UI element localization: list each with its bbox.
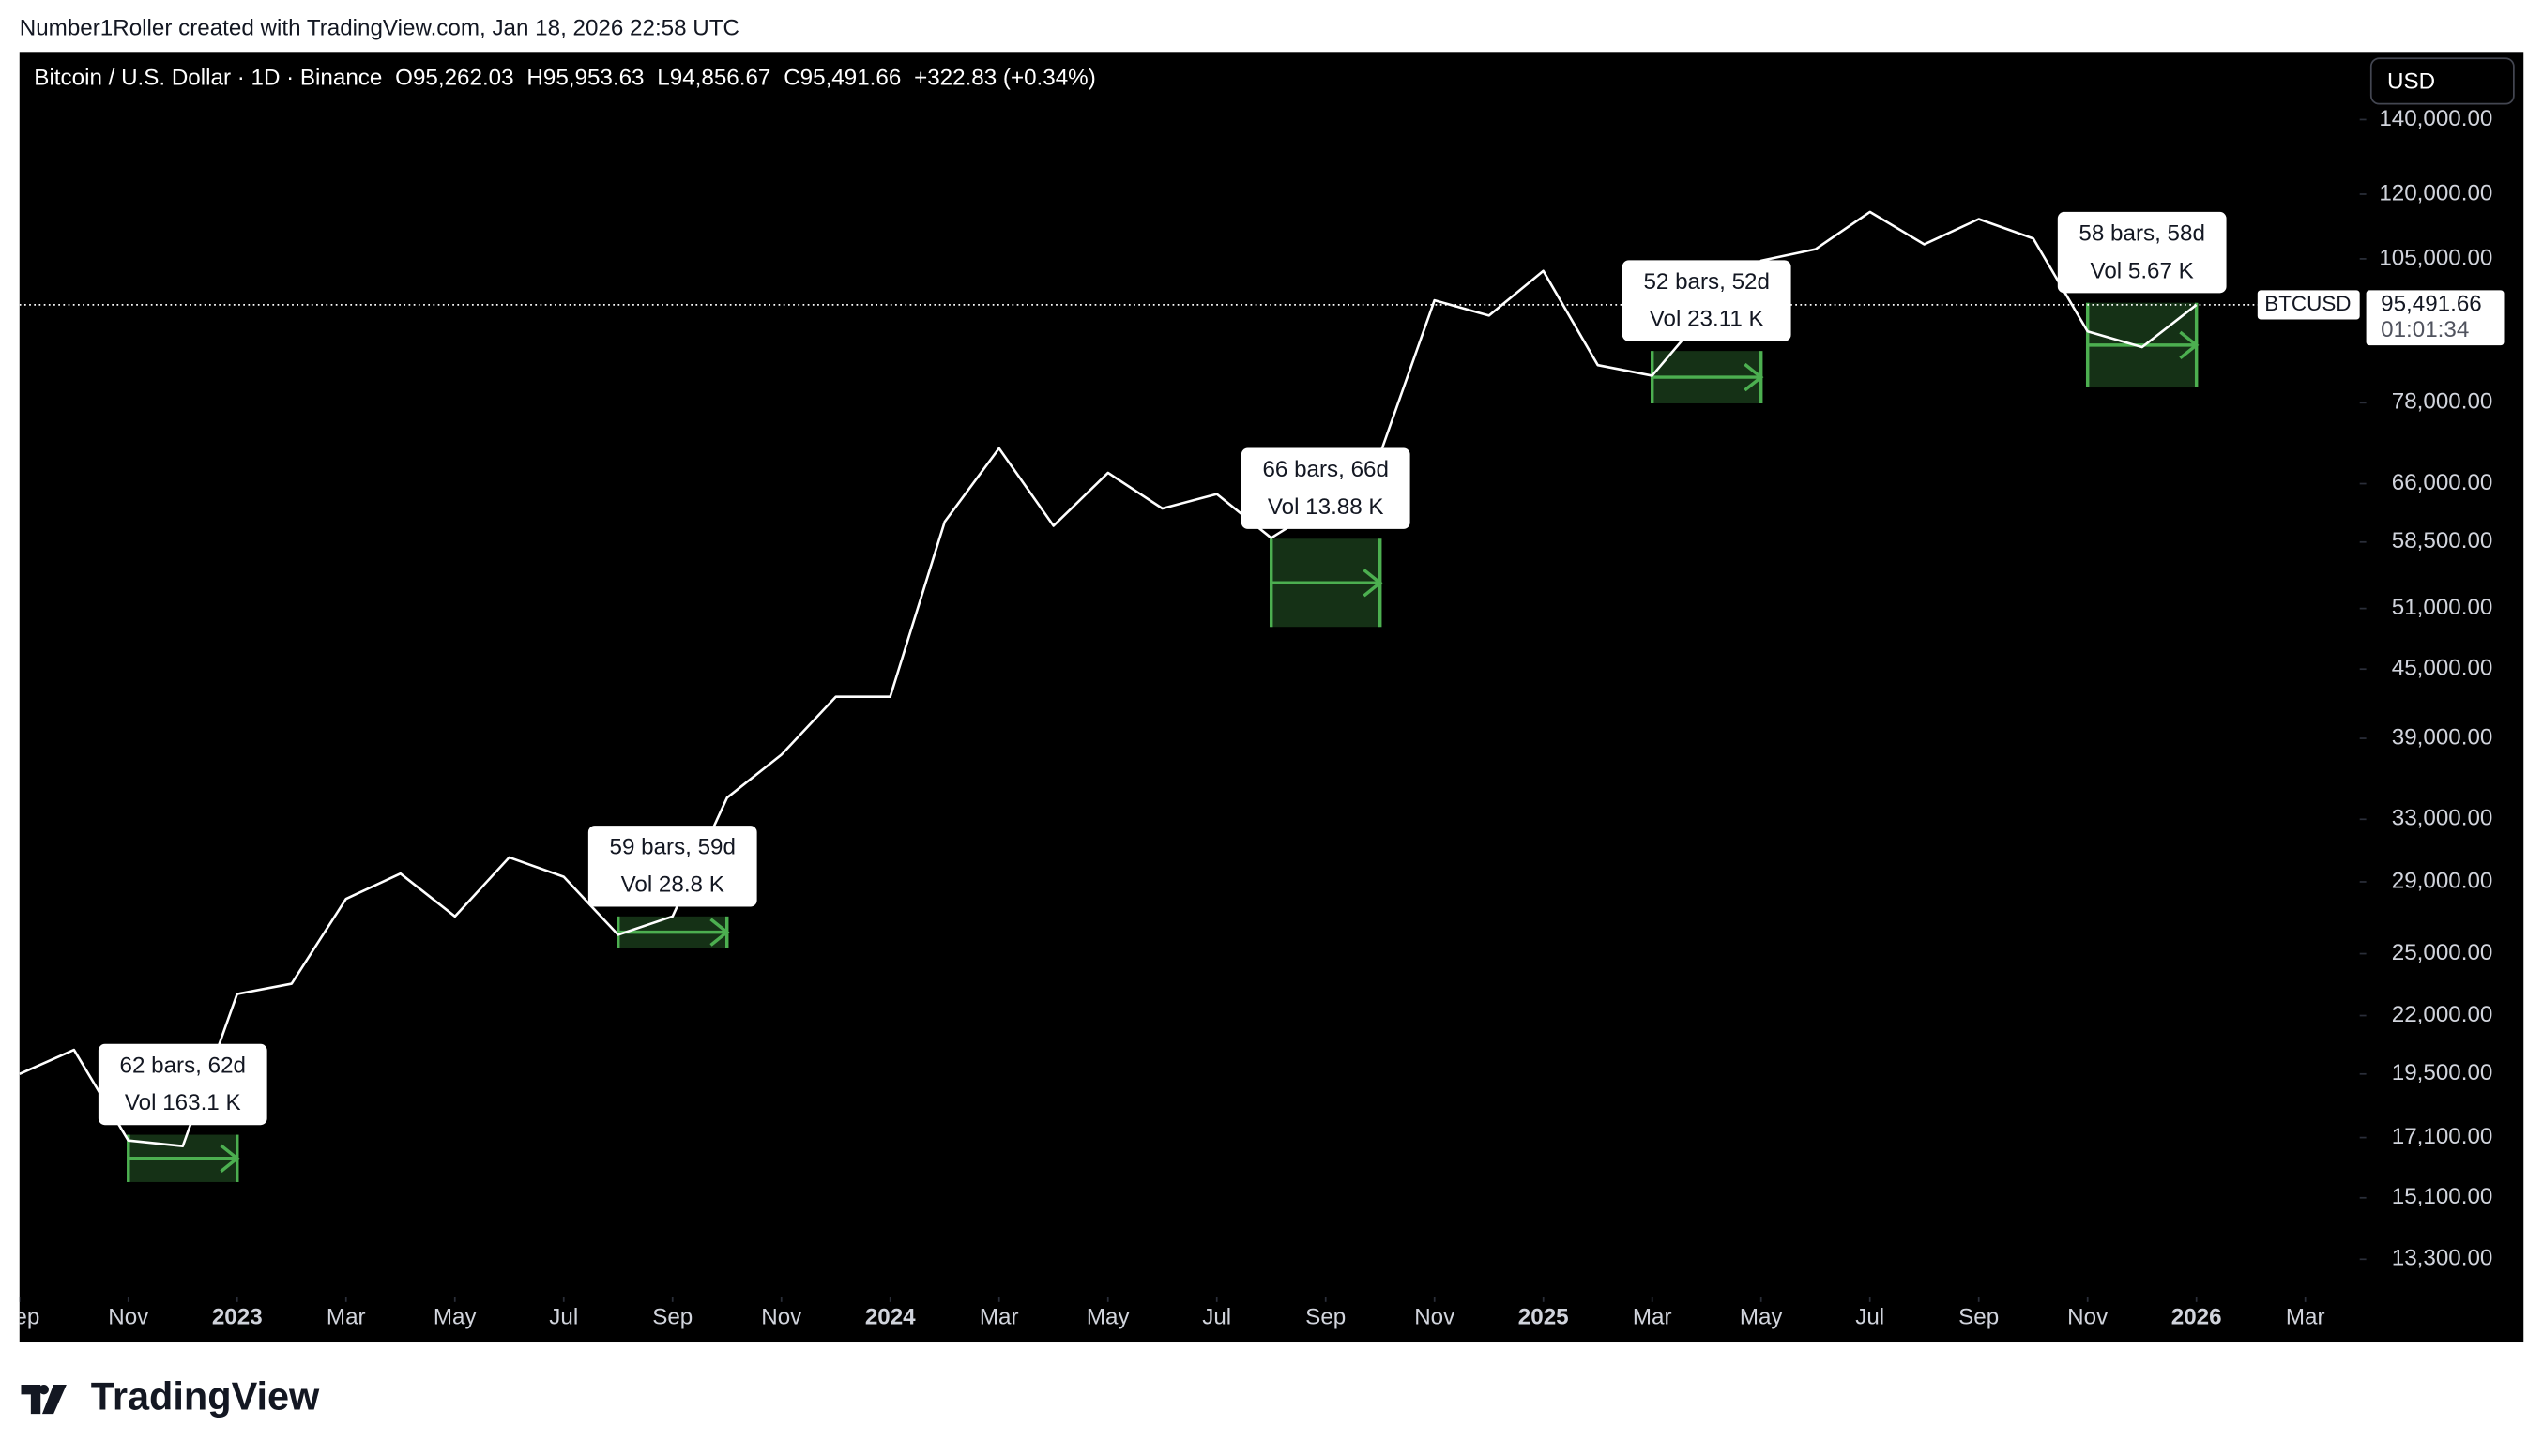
- y-tick-label: 25,000.00: [2392, 940, 2493, 965]
- x-tick-label: Jul: [549, 1304, 578, 1329]
- range-arrow: [1271, 569, 1383, 598]
- x-tick-label: Sep: [0, 1304, 39, 1329]
- x-tick-label: Sep: [1305, 1304, 1346, 1329]
- x-tick-label: 2024: [865, 1304, 916, 1329]
- symbol-tag: BTCUSD: [2264, 292, 2351, 315]
- y-tick-label: 45,000.00: [2392, 656, 2493, 681]
- price-tag: 95,491.66: [2381, 291, 2482, 316]
- range-label: 62 bars, 62d: [120, 1053, 246, 1078]
- ohlc-low: L94,856.67: [657, 66, 770, 91]
- price-tag-box: [2366, 290, 2505, 346]
- y-tick-label: 78,000.00: [2392, 389, 2493, 415]
- x-axis: Sep Nov 2023 Mar May Jul Sep Nov 2024 Mar May Jul Se…: [0, 1297, 2325, 1329]
- logo-icon: [21, 1384, 67, 1415]
- y-tick-label: 58,500.00: [2392, 528, 2493, 554]
- x-tick-label: Mar: [1633, 1304, 1672, 1329]
- x-tick-label: Nov: [1414, 1304, 1455, 1329]
- x-tick-label: Jul: [1855, 1304, 1884, 1329]
- range-label: 52 bars, 52d: [1643, 269, 1769, 295]
- x-tick-label: Nov: [761, 1304, 802, 1329]
- x-tick-label: 2025: [1518, 1304, 1569, 1329]
- y-tick-label: 120,000.00: [2379, 180, 2492, 205]
- symbol-tag-box: [2257, 290, 2360, 320]
- y-tick-label: 39,000.00: [2392, 724, 2493, 750]
- x-tick-label: Mar: [980, 1304, 1019, 1329]
- currency-label[interactable]: USD: [2387, 69, 2435, 95]
- range-arrow: [2087, 330, 2200, 360]
- x-tick-label: Nov: [108, 1304, 149, 1329]
- range-arrow: [128, 1144, 240, 1173]
- range-label-box: [587, 826, 757, 907]
- x-tick-label: 2023: [212, 1304, 263, 1329]
- range-label: Vol 13.88 K: [1268, 494, 1384, 520]
- x-tick-label: May: [1087, 1304, 1131, 1329]
- y-tick-label: 66,000.00: [2392, 470, 2493, 495]
- ohlc-change: +322.83 (+0.34%): [914, 66, 1096, 91]
- x-tick-label: Sep: [652, 1304, 693, 1329]
- symbol: Bitcoin / U.S. Dollar · 1D · Binance: [34, 66, 382, 91]
- ohlc-high: H95,953.63: [526, 66, 644, 91]
- range-label-box: [98, 1043, 267, 1126]
- y-tick-label: 140,000.00: [2379, 106, 2492, 131]
- range-label: 66 bars, 66d: [1262, 457, 1388, 482]
- y-tick-label: 17,100.00: [2392, 1124, 2493, 1149]
- axes: 140,000.00 120,000.00 105,000.00 78,000.00 6…: [0, 106, 2505, 1329]
- x-tick-label: Jul: [1202, 1304, 1231, 1329]
- x-tick-label: Sep: [1958, 1304, 1999, 1329]
- y-tick-label: 51,000.00: [2392, 595, 2493, 620]
- range-label: 59 bars, 59d: [609, 835, 735, 860]
- range-label: Vol 28.8 K: [621, 872, 724, 897]
- price-line: [19, 210, 2198, 1148]
- range-label-box: [2057, 211, 2227, 294]
- range-label: Vol 23.11 K: [1650, 307, 1764, 332]
- ohlc-close: C95,491.66: [784, 66, 901, 91]
- range-label: Vol 5.67 K: [2091, 258, 2194, 283]
- brand: TradingView: [91, 1373, 320, 1418]
- range-arrow: [1652, 362, 1764, 392]
- range-arrow: [617, 918, 730, 947]
- symbol-info: Bitcoin / U.S. Dollar · 1D · Binance O95,…: [34, 66, 1095, 91]
- range-label-box: [1241, 447, 1410, 529]
- range-label-box: [1622, 260, 1791, 341]
- x-tick-label: Mar: [327, 1304, 366, 1329]
- x-tick-label: 2026: [2171, 1304, 2222, 1329]
- y-tick-label: 105,000.00: [2379, 245, 2492, 270]
- y-tick-label: 19,500.00: [2392, 1060, 2493, 1085]
- x-tick-label: May: [1740, 1304, 1784, 1329]
- logo: TradingView: [21, 1373, 320, 1418]
- credit: Number1Roller created with TradingView.c…: [20, 15, 739, 40]
- ohlc-open: O95,262.03: [395, 66, 513, 91]
- x-tick-label: Mar: [2286, 1304, 2325, 1329]
- y-tick-label: 15,100.00: [2392, 1184, 2493, 1209]
- range-label: Vol 163.1 K: [125, 1090, 241, 1115]
- y-tick-label: 29,000.00: [2392, 868, 2493, 893]
- y-tick-label: 33,000.00: [2392, 806, 2493, 831]
- x-tick-label: May: [434, 1304, 478, 1329]
- y-tick-label: 13,300.00: [2392, 1246, 2493, 1271]
- y-tick-label: 22,000.00: [2392, 1002, 2493, 1027]
- countdown: 01:01:34: [2381, 317, 2469, 342]
- plot-area: 62 bars, 62d Vol 163.1 K 59 bars, 59d Vol 2…: [19, 210, 2360, 1182]
- x-tick-label: Nov: [2067, 1304, 2109, 1329]
- range-label: 58 bars, 58d: [2079, 221, 2204, 247]
- currency-button[interactable]: [2369, 57, 2515, 105]
